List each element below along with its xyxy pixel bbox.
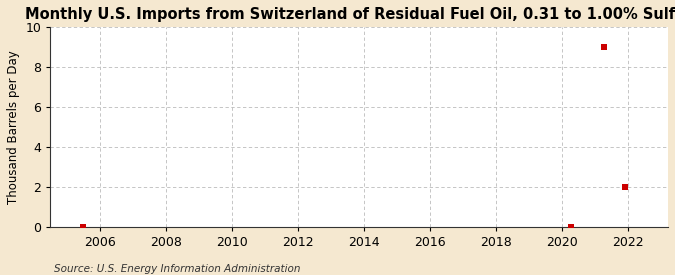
Title: Monthly U.S. Imports from Switzerland of Residual Fuel Oil, 0.31 to 1.00% Sulfur: Monthly U.S. Imports from Switzerland of… (26, 7, 675, 22)
Point (565, 225, 576, 229)
Point (620, 185, 630, 189)
Point (78, 225, 89, 229)
Text: Source: U.S. Energy Information Administration: Source: U.S. Energy Information Administ… (54, 264, 300, 274)
Y-axis label: Thousand Barrels per Day: Thousand Barrels per Day (7, 50, 20, 204)
Point (598, 45, 609, 50)
